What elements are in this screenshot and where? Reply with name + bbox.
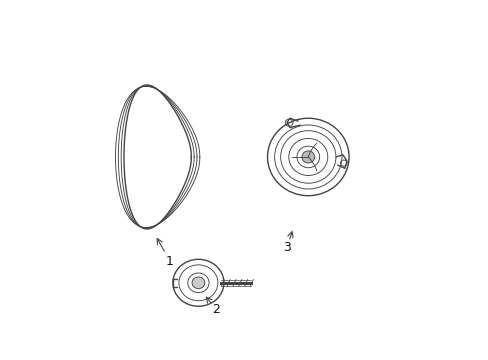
Text: 1: 1 [166, 255, 174, 268]
Ellipse shape [192, 277, 204, 289]
Ellipse shape [301, 151, 314, 163]
Text: 2: 2 [212, 303, 220, 316]
Text: 3: 3 [283, 241, 290, 254]
